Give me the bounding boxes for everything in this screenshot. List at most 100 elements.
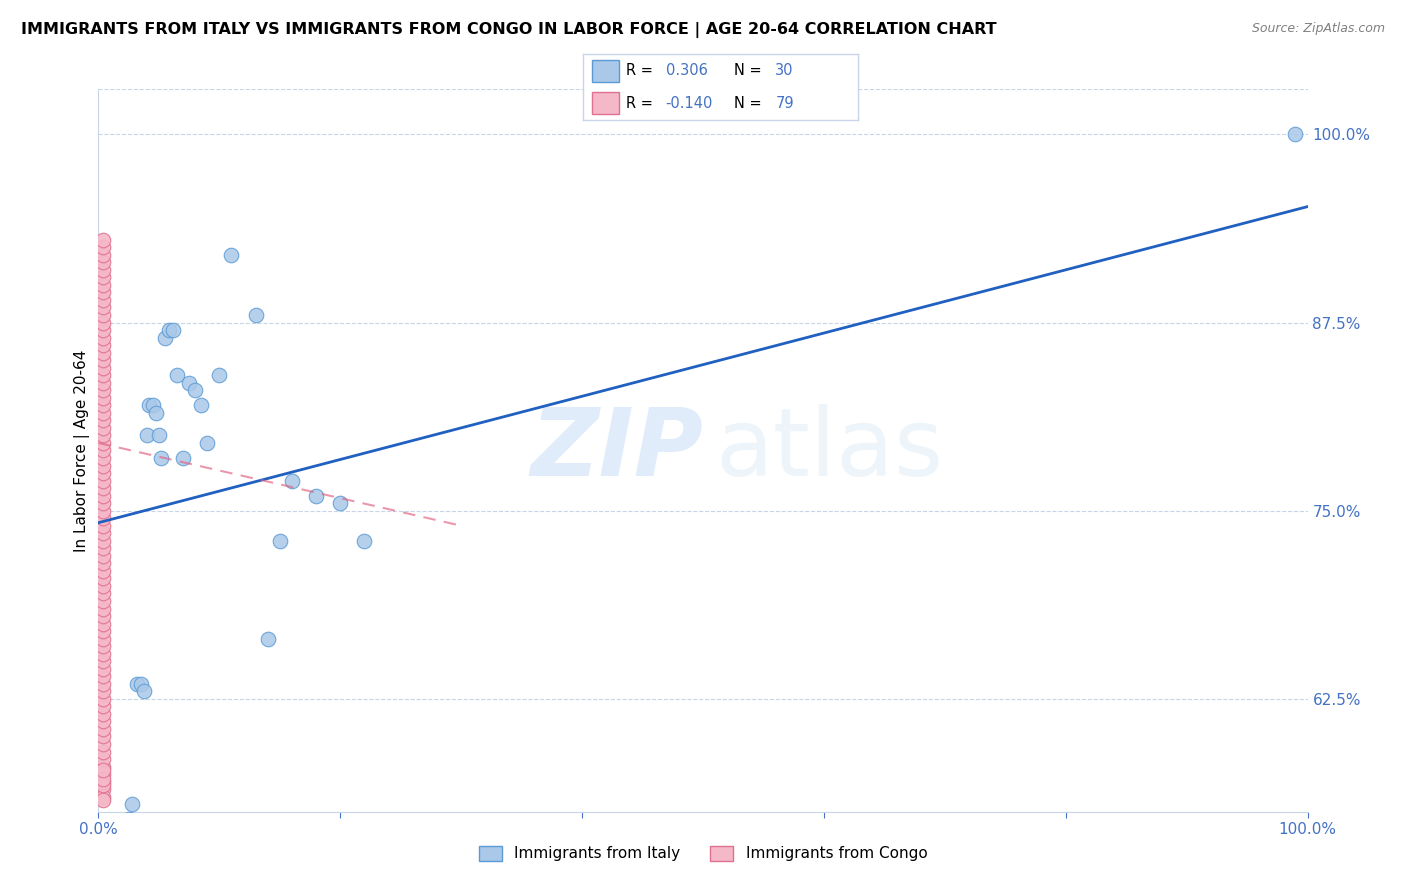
Point	[91, 632, 114, 646]
Point	[91, 772, 114, 786]
Point	[91, 564, 114, 578]
Point	[91, 443, 114, 458]
Point	[91, 624, 114, 639]
Point	[91, 654, 114, 668]
Point	[91, 481, 114, 495]
Point	[91, 466, 114, 480]
Point	[91, 270, 114, 285]
Point	[91, 639, 114, 653]
Point	[91, 722, 114, 736]
Text: 79: 79	[776, 95, 794, 111]
Point	[91, 518, 114, 533]
Point	[91, 496, 114, 510]
Point	[91, 330, 114, 344]
Point	[91, 662, 114, 676]
Point	[91, 428, 114, 442]
Point	[208, 368, 231, 383]
Point	[91, 699, 114, 714]
Point	[91, 301, 114, 315]
Point	[91, 308, 114, 322]
Point	[91, 323, 114, 337]
FancyBboxPatch shape	[592, 61, 619, 82]
Point	[305, 489, 328, 503]
Point	[91, 745, 114, 759]
Point	[1284, 128, 1306, 142]
Point	[91, 541, 114, 556]
Point	[91, 752, 114, 766]
Point	[91, 360, 114, 375]
Point	[91, 277, 114, 292]
Point	[91, 609, 114, 624]
Point	[166, 368, 188, 383]
Point	[91, 368, 114, 383]
Point	[269, 533, 291, 548]
Point	[91, 533, 114, 548]
Point	[153, 330, 176, 344]
Point	[190, 398, 212, 412]
Point	[91, 345, 114, 359]
Point	[91, 503, 114, 517]
Point	[127, 677, 149, 691]
Point	[91, 571, 114, 585]
Point	[91, 691, 114, 706]
Point	[134, 684, 156, 698]
Point	[91, 511, 114, 525]
Point	[91, 601, 114, 615]
Point	[91, 384, 114, 398]
Point	[129, 677, 152, 691]
FancyBboxPatch shape	[592, 93, 619, 114]
Point	[281, 474, 304, 488]
Point	[91, 737, 114, 751]
Point	[91, 376, 114, 390]
Point	[91, 421, 114, 435]
Point	[135, 428, 157, 442]
Text: R =: R =	[626, 63, 658, 78]
Legend: Immigrants from Italy, Immigrants from Congo: Immigrants from Italy, Immigrants from C…	[471, 838, 935, 869]
Point	[91, 353, 114, 368]
Point	[179, 376, 201, 390]
Point	[91, 474, 114, 488]
Text: R =: R =	[626, 95, 658, 111]
Point	[91, 557, 114, 571]
Point	[353, 533, 375, 548]
Point	[91, 647, 114, 661]
Point	[91, 684, 114, 698]
Point	[91, 255, 114, 269]
Point	[145, 406, 167, 420]
Point	[91, 774, 114, 789]
Text: N =: N =	[734, 63, 766, 78]
Point	[91, 669, 114, 683]
Point	[91, 616, 114, 631]
Point	[91, 285, 114, 300]
Point	[142, 398, 165, 412]
Point	[91, 413, 114, 427]
Text: 30: 30	[776, 63, 794, 78]
Point	[91, 436, 114, 450]
Point	[91, 526, 114, 541]
Point	[245, 308, 267, 322]
Point	[91, 248, 114, 262]
Point	[121, 797, 143, 812]
Point	[91, 263, 114, 277]
Point	[91, 730, 114, 744]
Point	[91, 406, 114, 420]
Point	[91, 594, 114, 608]
Point	[195, 436, 218, 450]
Point	[91, 338, 114, 352]
Point	[91, 706, 114, 721]
Text: atlas: atlas	[716, 404, 943, 497]
Point	[150, 450, 173, 465]
Point	[329, 496, 352, 510]
Point	[91, 763, 114, 777]
Text: ZIP: ZIP	[530, 404, 703, 497]
Point	[91, 714, 114, 729]
Point	[91, 778, 114, 792]
Point	[91, 316, 114, 330]
Point	[91, 793, 114, 807]
Text: Source: ZipAtlas.com: Source: ZipAtlas.com	[1251, 22, 1385, 36]
Y-axis label: In Labor Force | Age 20-64: In Labor Force | Age 20-64	[75, 350, 90, 551]
Point	[91, 450, 114, 465]
Text: -0.140: -0.140	[666, 95, 713, 111]
Point	[118, 812, 141, 826]
Point	[91, 240, 114, 254]
